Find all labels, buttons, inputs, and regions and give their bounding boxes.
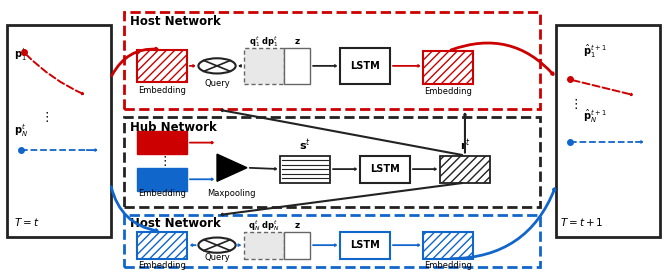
Text: $\vdots$: $\vdots$ [157, 154, 167, 168]
Bar [424, 232, 474, 259]
Bar [424, 232, 474, 259]
Text: $T=t$: $T=t$ [14, 216, 39, 228]
Bar [137, 168, 187, 191]
Bar [340, 48, 390, 84]
Text: LSTM: LSTM [370, 164, 400, 174]
Text: Hub Network: Hub Network [131, 121, 217, 134]
Bar [283, 232, 310, 259]
Text: $\hat{\mathbf{p}}_N^{t+1}$: $\hat{\mathbf{p}}_N^{t+1}$ [583, 108, 607, 125]
Text: Embedding: Embedding [138, 86, 186, 95]
Text: $\mathbf{z}$: $\mathbf{z}$ [293, 37, 300, 46]
Text: Maxpooling: Maxpooling [207, 189, 256, 198]
Text: $\mathbf{q}_1^t\ \mathbf{dp}_1^t$: $\mathbf{q}_1^t\ \mathbf{dp}_1^t$ [249, 34, 279, 49]
Polygon shape [217, 154, 247, 181]
Text: $\mathbf{s}^t$: $\mathbf{s}^t$ [299, 137, 311, 153]
Bar [340, 232, 390, 259]
Bar [440, 156, 490, 183]
Text: $\mathbf{z}$: $\mathbf{z}$ [293, 221, 300, 230]
Text: $\mathbf{q}_N^t\ \mathbf{dp}_N^t$: $\mathbf{q}_N^t\ \mathbf{dp}_N^t$ [247, 218, 279, 233]
Text: Query: Query [204, 253, 230, 262]
Bar [440, 156, 490, 183]
Text: Embedding: Embedding [424, 261, 472, 270]
Bar [137, 232, 187, 259]
Text: $\mathbf{p}_N^t$: $\mathbf{p}_N^t$ [14, 122, 28, 139]
Bar [7, 25, 111, 237]
Text: Embedding: Embedding [424, 87, 472, 96]
Bar [243, 48, 283, 84]
Text: Embedding: Embedding [138, 189, 186, 198]
Bar [280, 156, 330, 183]
Bar [360, 156, 410, 183]
Text: LSTM: LSTM [350, 240, 380, 250]
Text: Host Network: Host Network [131, 15, 221, 28]
Text: $\vdots$: $\vdots$ [569, 97, 578, 111]
Bar [124, 11, 540, 109]
Text: $\hat{\mathbf{p}}_1^{t+1}$: $\hat{\mathbf{p}}_1^{t+1}$ [583, 43, 607, 60]
Text: $\vdots$: $\vdots$ [39, 111, 49, 124]
Bar [556, 25, 660, 237]
Text: LSTM: LSTM [350, 61, 380, 71]
Text: $\mathbf{p}_1^t$: $\mathbf{p}_1^t$ [14, 46, 27, 63]
Text: Host Network: Host Network [131, 218, 221, 230]
Text: Embedding: Embedding [138, 261, 186, 270]
Bar [137, 50, 187, 82]
Bar [424, 51, 474, 84]
Bar [124, 117, 540, 207]
Bar [137, 131, 187, 154]
Text: $T=t+1$: $T=t+1$ [560, 216, 604, 228]
Bar [243, 232, 283, 259]
Bar [424, 51, 474, 84]
Bar [137, 50, 187, 82]
Bar [124, 215, 540, 267]
Text: Query: Query [204, 79, 230, 88]
Text: $\mathbf{r}^t$: $\mathbf{r}^t$ [460, 137, 470, 153]
Bar [137, 232, 187, 259]
Bar [283, 48, 310, 84]
